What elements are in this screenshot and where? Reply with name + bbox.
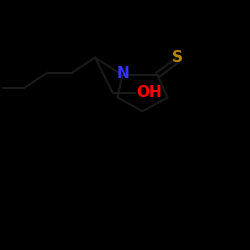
Text: N: N bbox=[116, 66, 129, 80]
Text: S: S bbox=[172, 50, 183, 66]
Text: OH: OH bbox=[136, 85, 162, 100]
